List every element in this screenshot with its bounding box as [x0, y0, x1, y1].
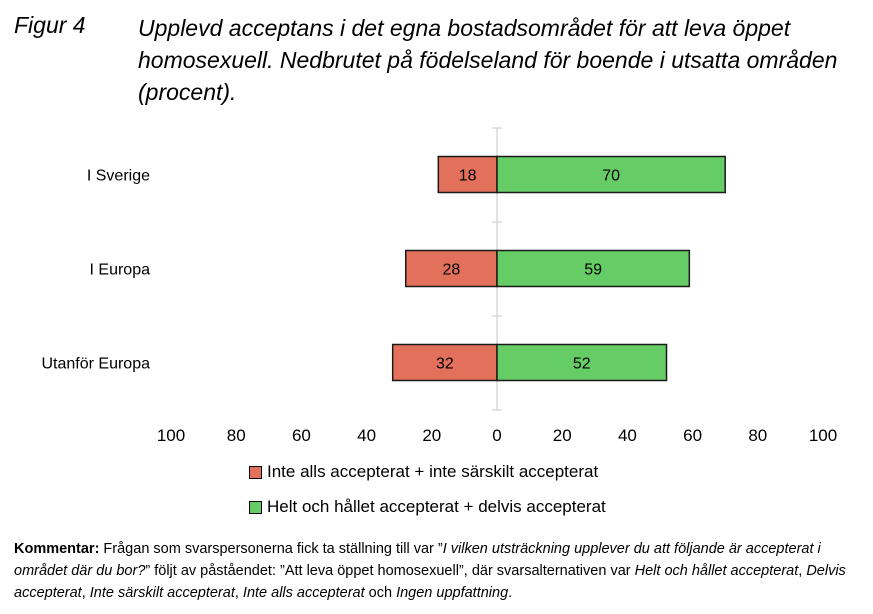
comment-text: och: [364, 585, 397, 601]
x-tick-label: 100: [809, 426, 837, 445]
comment-text: ” följt av påståendet: ”Att leva öppet h…: [145, 563, 635, 579]
legend-label-positive: Helt och hållet accepterat + delvis acce…: [267, 497, 606, 516]
data-label: 32: [436, 356, 454, 373]
comment-text: .: [508, 585, 513, 601]
chart: 100 80 60 40 20 0 20 40 60 80 100 I Sverige 18 70 I Eu…: [41, 127, 837, 445]
category-label: I Sverige: [87, 168, 150, 185]
data-label: 18: [459, 168, 477, 185]
comment-option: Inte särskilt accepterat: [89, 585, 235, 601]
comment-text: Frågan som svarspersonerna fick ta ställ…: [99, 541, 443, 557]
data-label: 52: [573, 356, 591, 373]
x-tick-label: 40: [357, 426, 376, 445]
figure-title: Upplevd acceptans i det egna bostadsområ…: [138, 15, 838, 105]
legend-swatch-positive: [249, 500, 262, 514]
comment: Kommentar: Frågan som svarspersonerna fi…: [14, 538, 869, 604]
comment-text: ,: [798, 563, 807, 579]
x-tick-label: 0: [492, 426, 501, 445]
data-label: 59: [584, 262, 602, 279]
category-label: Utanför Europa: [41, 356, 150, 373]
comment-option: Delvis accepterat: [14, 563, 846, 601]
x-tick-label: 20: [422, 426, 441, 445]
x-tick-label: 60: [292, 426, 311, 445]
bar-positive: [496, 343, 668, 382]
comment-question: I vilken utsträckning upplever du att fö…: [14, 541, 821, 579]
comment-option: Helt och hållet accepterat: [634, 563, 799, 579]
comment-option: Inte alls accepterat: [242, 585, 365, 601]
x-tick-label: 20: [553, 426, 572, 445]
comment-text: ,: [81, 585, 90, 601]
legend-label-negative: Inte alls accepterat + inte särskilt acc…: [267, 462, 599, 481]
legend-swatch-negative: [249, 465, 262, 479]
bar-positive: [496, 249, 691, 288]
x-tick-label: 100: [157, 426, 185, 445]
figure-label: Figur 4: [14, 12, 86, 38]
bar-negative: [437, 155, 498, 194]
x-tick-label: 40: [618, 426, 637, 445]
x-tick-label: 60: [683, 426, 702, 445]
comment-label: Kommentar:: [14, 541, 100, 557]
comment-text: ,: [234, 585, 243, 601]
legend-item-positive: Helt och hållet accepterat + delvis acce…: [249, 497, 606, 517]
x-tick-label: 80: [748, 426, 767, 445]
comment-option: Ingen uppfattning: [396, 585, 509, 601]
data-label: 28: [442, 262, 460, 279]
bar-negative: [404, 249, 498, 288]
bar-positive: [496, 155, 726, 194]
category-label: I Europa: [90, 262, 151, 279]
legend-item-negative: Inte alls accepterat + inte särskilt acc…: [249, 462, 598, 482]
data-label: 70: [602, 168, 620, 185]
x-tick-label: 80: [227, 426, 246, 445]
